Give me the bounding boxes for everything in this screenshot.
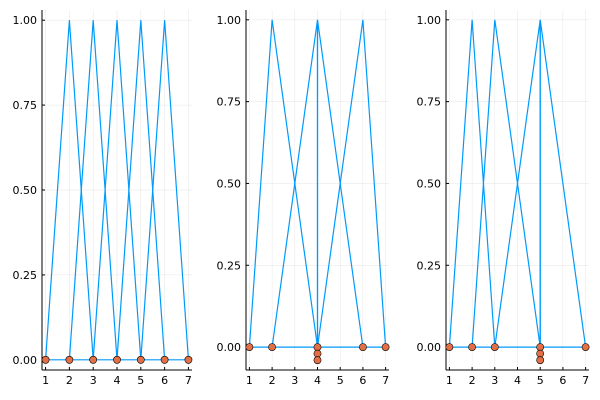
x-tick-label: 4 xyxy=(114,374,121,387)
series-line-2 xyxy=(68,20,118,360)
knot-marker xyxy=(381,343,390,351)
chart-panel-1: 1 2 3 4 5 6 7 0.00 0.25 0.50 0.75 1.00 xyxy=(13,10,193,387)
y-tick-label: 1.00 xyxy=(417,14,442,27)
series-line-3 xyxy=(92,20,142,360)
series-line-1 xyxy=(44,20,94,360)
x-tick-label: 1 xyxy=(42,374,49,387)
y-tick-label: 0.00 xyxy=(417,341,442,354)
x-tick-label: 2 xyxy=(66,374,73,387)
x-tick-label: 1 xyxy=(246,374,253,387)
knot-marker xyxy=(41,355,50,364)
x-tick-label: 6 xyxy=(559,374,566,387)
x-tick-label: 4 xyxy=(314,374,321,387)
knot-marker xyxy=(445,343,454,351)
knot-marker xyxy=(245,343,254,351)
knot-marker xyxy=(268,343,277,351)
series-line-4 xyxy=(539,19,587,348)
series-line-4 xyxy=(116,20,166,360)
x-tick-label: 7 xyxy=(582,374,589,387)
y-tick-label: 0.50 xyxy=(217,177,242,190)
y-tick-label: 0.00 xyxy=(13,354,38,367)
y-tick-label: 0.75 xyxy=(217,96,242,109)
y-tick-label: 0.25 xyxy=(217,259,242,272)
y-tick-label: 0.75 xyxy=(417,96,442,109)
x-tick-label: 4 xyxy=(514,374,521,387)
knot-marker xyxy=(313,343,322,351)
x-tick-label: 2 xyxy=(269,374,276,387)
knot-marker xyxy=(113,355,121,364)
y-tick-label: 0.25 xyxy=(13,269,38,282)
x-tick-label: 3 xyxy=(491,374,498,387)
chart-panel-3: 1 2 3 4 5 6 7 0.00 0.25 0.50 0.75 1.00 xyxy=(417,10,590,387)
knot-marker xyxy=(313,349,322,358)
x-tick-label: 5 xyxy=(337,374,344,387)
knot-marker xyxy=(468,343,477,351)
series-line-5 xyxy=(140,20,190,360)
series-line-2 xyxy=(471,19,541,348)
x-tick-label: 5 xyxy=(537,374,544,387)
knot-marker xyxy=(160,355,169,364)
y-tick-label: 0.75 xyxy=(13,99,38,112)
chart-panel-2: 1 2 3 4 5 6 7 0.00 0.25 0.50 0.75 1.00 xyxy=(217,10,390,387)
knot-marker xyxy=(536,356,545,365)
y-tick-label: 1.00 xyxy=(13,14,38,27)
knot-marker xyxy=(358,343,367,351)
x-tick-label: 7 xyxy=(382,374,389,387)
series-line-4 xyxy=(316,19,387,348)
x-tick-label: 3 xyxy=(291,374,298,387)
y-tick-label: 0.25 xyxy=(417,259,442,272)
y-tick-label: 0.00 xyxy=(217,341,242,354)
x-tick-label: 7 xyxy=(185,374,192,387)
x-tick-label: 1 xyxy=(446,374,453,387)
knot-marker xyxy=(65,355,74,364)
x-tick-label: 6 xyxy=(161,374,168,387)
knot-marker xyxy=(184,355,193,364)
series-line-3 xyxy=(316,19,364,348)
knot-marker xyxy=(490,343,499,351)
knot-marker xyxy=(536,343,545,351)
y-tick-label: 1.00 xyxy=(217,14,242,27)
knot-marker xyxy=(136,355,145,364)
x-tick-label: 6 xyxy=(359,374,366,387)
y-tick-label: 0.50 xyxy=(417,177,442,190)
series-line-1 xyxy=(448,19,496,348)
x-tick-label: 2 xyxy=(469,374,476,387)
knot-marker xyxy=(581,343,590,351)
knot-marker xyxy=(89,355,98,364)
y-tick-label: 0.50 xyxy=(13,184,38,197)
knot-marker xyxy=(536,349,545,358)
x-tick-label: 3 xyxy=(90,374,97,387)
x-tick-label: 5 xyxy=(137,374,144,387)
series-line-1 xyxy=(248,19,319,348)
knot-marker xyxy=(313,356,322,365)
